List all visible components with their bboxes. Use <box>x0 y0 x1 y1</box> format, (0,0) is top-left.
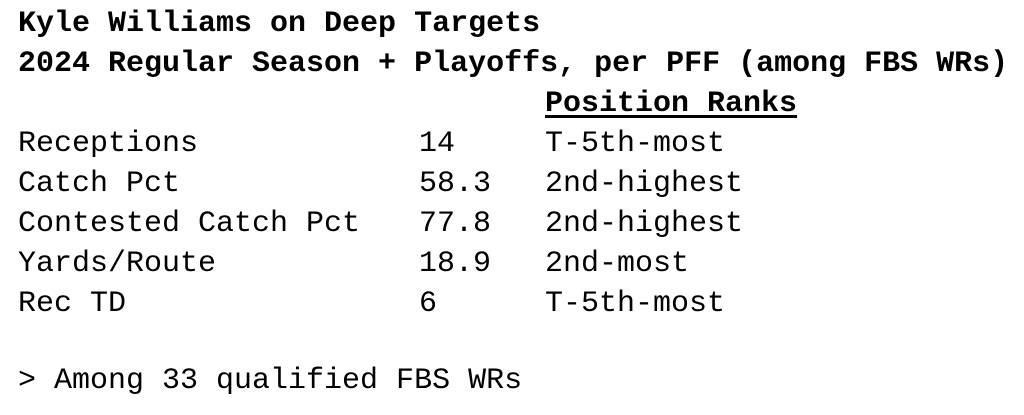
stat-value: 6 <box>419 287 438 321</box>
table-row: Catch Pct 58.3 2nd-highest <box>18 164 1008 204</box>
table-row: Receptions 14 T-5th-most <box>18 124 1008 164</box>
stat-rank: T-5th-most <box>545 287 726 321</box>
stat-label: Receptions <box>18 127 199 161</box>
page-title: Kyle Williams on Deep Targets <box>18 7 541 41</box>
stat-label: Yards/Route <box>18 247 217 281</box>
stat-label: Contested Catch Pct <box>18 207 361 241</box>
rank-column-header: Position Ranks <box>545 87 798 121</box>
stat-value: 14 <box>419 127 456 161</box>
table-row: Contested Catch Pct 77.8 2nd-highest <box>18 204 1008 244</box>
stat-rank: T-5th-most <box>545 127 726 161</box>
table-row: Rec TD 6 T-5th-most <box>18 284 1008 324</box>
table-row: Yards/Route 18.9 2nd-most <box>18 244 1008 284</box>
page-subtitle: 2024 Regular Season + Playoffs, per PFF … <box>18 47 1009 81</box>
footnote: > Among 33 qualified FBS WRs <box>18 364 523 398</box>
stat-rank: 2nd-highest <box>545 207 744 241</box>
stat-rank: 2nd-highest <box>545 167 744 201</box>
stat-value: 77.8 <box>419 207 492 241</box>
stat-rank: 2nd-most <box>545 247 690 281</box>
stat-value: 58.3 <box>419 167 492 201</box>
stat-label: Catch Pct <box>18 167 181 201</box>
stat-value: 18.9 <box>419 247 492 281</box>
stat-label: Rec TD <box>18 287 127 321</box>
